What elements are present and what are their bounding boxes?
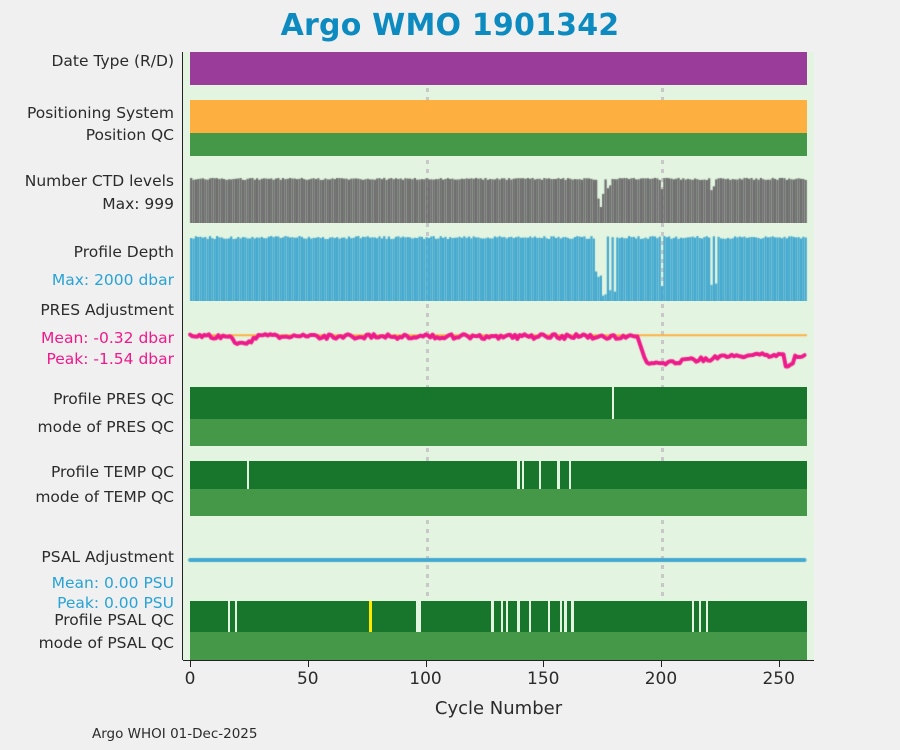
row-mode-of-pres-qc — [183, 419, 814, 446]
qc-gap — [559, 601, 563, 632]
label-pres-peak: Peak: -1.54 dbar — [46, 350, 174, 368]
row-positioning-system — [183, 100, 814, 133]
qc-fill — [190, 601, 807, 632]
label-positioning-system: Positioning System — [26, 104, 174, 122]
row-profile-depth — [183, 234, 814, 301]
x-tick-label-100: 100 — [409, 669, 442, 689]
qc-flag-marker — [369, 601, 372, 632]
qc-gap — [571, 601, 574, 632]
qc-gap — [529, 601, 532, 632]
row-profile-temp-qc — [183, 461, 814, 489]
qc-gap — [569, 461, 572, 489]
qc-gap — [557, 461, 560, 489]
qc-gap — [246, 461, 249, 489]
row-date-type-r-d — [183, 52, 814, 85]
label-position-qc: Position QC — [85, 126, 174, 144]
page-title: Argo WMO 1901342 — [280, 8, 620, 43]
row-number-ctd-levels — [183, 176, 814, 223]
qc-fill — [190, 632, 807, 660]
qc-gap — [500, 601, 504, 632]
x-tick-100 — [425, 660, 427, 667]
qc-gap — [234, 601, 238, 632]
solid-fill — [190, 100, 807, 133]
chart-plot-area — [183, 52, 814, 660]
x-tick-0 — [190, 660, 192, 667]
x-tick-label-250: 250 — [762, 669, 795, 689]
solid-fill — [190, 52, 807, 85]
line-canvas — [183, 524, 814, 596]
row-pres-adjustment — [183, 324, 814, 387]
qc-fill — [190, 461, 807, 489]
qc-gap — [517, 461, 520, 489]
bars-canvas — [183, 234, 814, 301]
label-mode-of-psal-qc: mode of PSAL QC — [38, 634, 174, 652]
label-profile-depth-max: Max: 2000 dbar — [51, 271, 174, 289]
qc-gap — [538, 461, 541, 489]
label-profile-psal-qc: Profile PSAL QC — [54, 611, 174, 629]
qc-gap — [416, 601, 421, 632]
row-mode-of-temp-qc — [183, 489, 814, 516]
qc-gap — [611, 387, 614, 419]
row-profile-pres-qc — [183, 387, 814, 419]
line-canvas — [183, 324, 814, 387]
x-tick-label-50: 50 — [296, 669, 319, 689]
label-number-ctd-levels: Number CTD levels — [24, 172, 174, 190]
x-tick-50 — [307, 660, 309, 667]
qc-gap — [505, 601, 508, 632]
y-axis-line — [182, 52, 183, 660]
bars-canvas — [183, 176, 814, 223]
x-tick-label-0: 0 — [184, 669, 196, 689]
label-pres-adjustment: PRES Adjustment — [40, 301, 174, 319]
label-psal-peak: Peak: 0.00 PSU — [57, 594, 174, 612]
qc-gap — [705, 601, 709, 632]
qc-fill — [190, 419, 807, 446]
qc-gap — [564, 601, 567, 632]
x-axis-label: Cycle Number — [434, 698, 563, 719]
label-date-type: Date Type (R/D) — [51, 52, 174, 70]
qc-fill — [190, 387, 807, 419]
row-profile-psal-qc — [183, 601, 814, 632]
qc-fill — [190, 489, 807, 516]
label-mode-of-pres-qc: mode of PRES QC — [37, 418, 174, 436]
row-psal-adjustment — [183, 524, 814, 596]
row-mode-of-psal-qc — [183, 632, 814, 660]
label-profile-pres-qc: Profile PRES QC — [53, 390, 174, 408]
qc-gap — [227, 601, 231, 632]
qc-gap — [517, 601, 520, 632]
x-tick-250 — [778, 660, 780, 667]
credit-text: Argo WHOI 01-Dec-2025 — [92, 726, 258, 742]
label-mode-of-temp-qc: mode of TEMP QC — [35, 488, 174, 506]
label-number-ctd-levels-max: Max: 999 — [102, 195, 174, 213]
solid-fill — [190, 133, 807, 156]
x-axis-line — [183, 660, 814, 661]
label-psal-mean: Mean: 0.00 PSU — [51, 574, 174, 592]
label-profile-temp-qc: Profile TEMP QC — [50, 463, 174, 481]
label-pres-mean: Mean: -0.32 dbar — [41, 329, 174, 347]
label-psal-adjustment: PSAL Adjustment — [41, 548, 174, 566]
qc-gap — [698, 601, 701, 632]
x-tick-label-150: 150 — [527, 669, 560, 689]
qc-gap — [547, 601, 551, 632]
label-profile-depth: Profile Depth — [73, 243, 174, 261]
x-tick-label-200: 200 — [644, 669, 678, 689]
x-tick-200 — [660, 660, 662, 667]
qc-gap — [491, 601, 494, 632]
qc-gap — [522, 461, 525, 489]
row-position-qc — [183, 133, 814, 156]
qc-gap — [691, 601, 694, 632]
x-tick-150 — [543, 660, 545, 667]
